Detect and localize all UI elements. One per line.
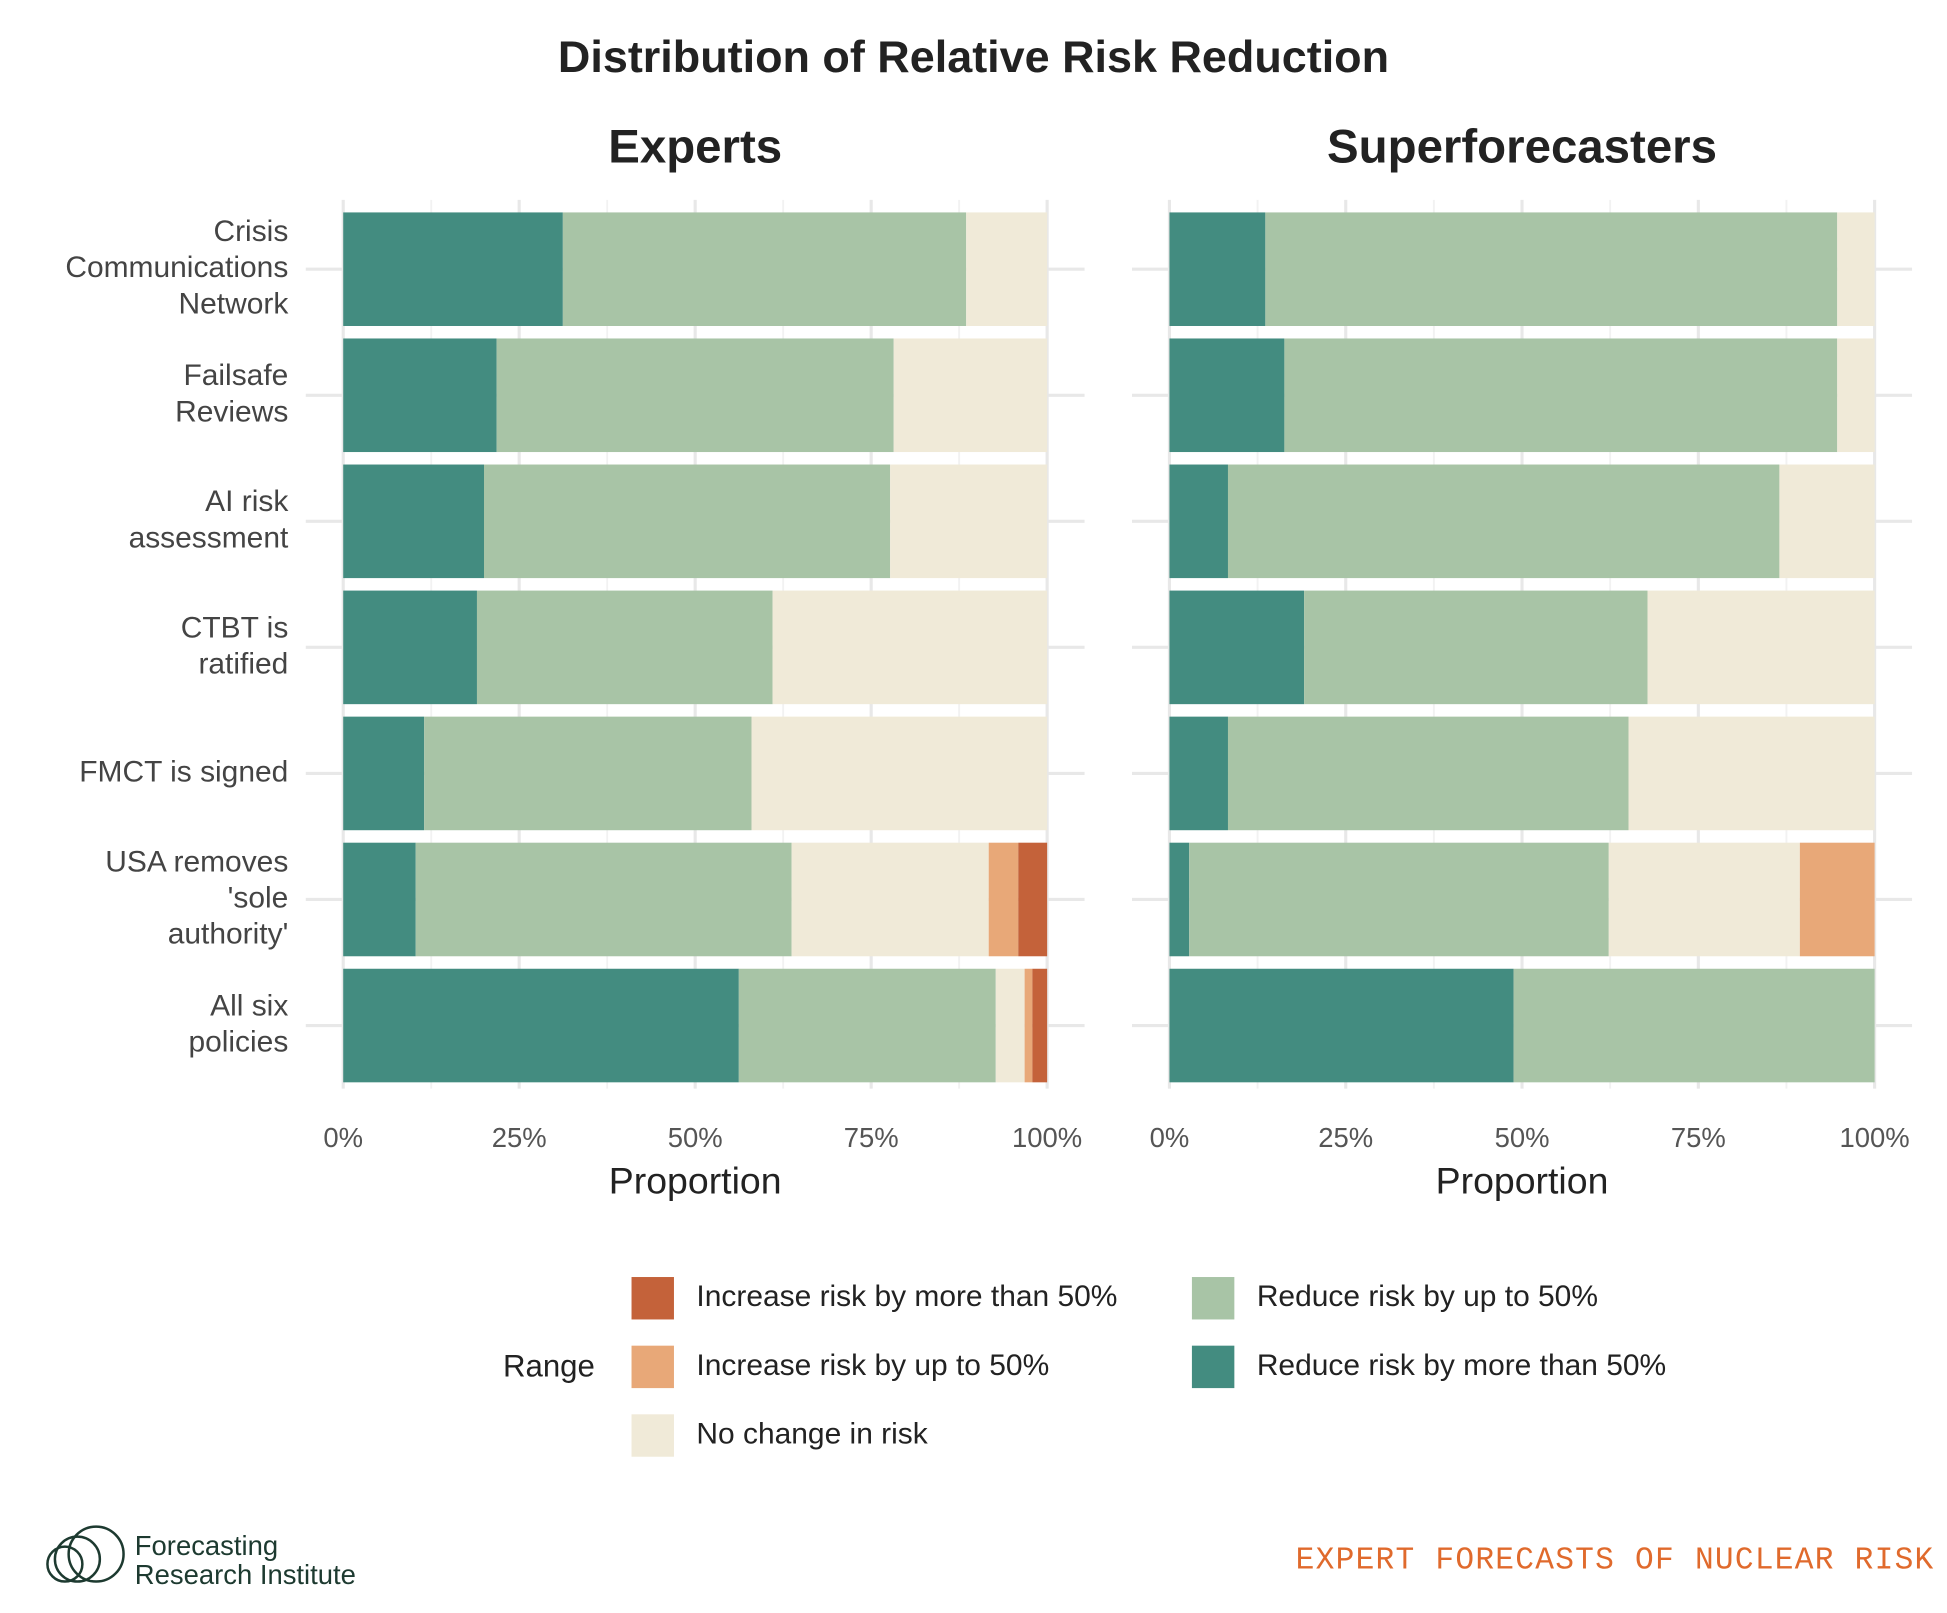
bar-segment xyxy=(1032,968,1048,1083)
bar-segment xyxy=(1169,842,1190,957)
bar-segment xyxy=(1837,212,1875,326)
bar-segment xyxy=(343,842,416,957)
legend-label: No change in risk xyxy=(696,1417,928,1450)
bar-segment xyxy=(343,464,485,579)
logo-text: Research Institute xyxy=(135,1559,356,1590)
y-tick-label: Crisis Communications Network xyxy=(65,215,289,320)
bar-segment xyxy=(1024,968,1033,1083)
tagline: EXPERT FORECASTS OF NUCLEAR RISK xyxy=(1296,1544,1935,1579)
legend-swatch xyxy=(631,1277,674,1320)
x-tick-label: 50% xyxy=(668,1122,723,1153)
bar-segment xyxy=(1227,464,1780,579)
bar-segment xyxy=(1265,212,1838,326)
bar-segment xyxy=(791,842,989,957)
x-tick-label: 50% xyxy=(1495,1122,1550,1153)
logo xyxy=(46,1525,125,1583)
legend-swatch xyxy=(631,1345,674,1389)
bar-segment xyxy=(343,212,563,326)
y-tick-label: CTBT is ratified xyxy=(181,611,289,680)
bar-segment xyxy=(772,590,1048,705)
bar-segment xyxy=(1284,338,1838,453)
legend-label: Reduce risk by up to 50% xyxy=(1257,1280,1598,1313)
legend-label: Increase risk by up to 50% xyxy=(696,1349,1049,1382)
bar-segment xyxy=(1799,842,1875,957)
x-axis-label: Proportion xyxy=(1436,1159,1609,1201)
bar-segment xyxy=(1837,338,1875,453)
bar-segment xyxy=(988,842,1019,957)
bar-segment xyxy=(1779,464,1875,579)
bar-segment xyxy=(1169,590,1305,705)
x-tick-label: 100% xyxy=(1012,1122,1082,1153)
bar-segment xyxy=(496,338,894,453)
x-tick-label: 75% xyxy=(844,1122,899,1153)
x-axis-label: Proportion xyxy=(609,1159,782,1201)
y-tick-label: Failsafe Reviews xyxy=(175,359,288,428)
bar-segment xyxy=(1169,968,1514,1083)
y-tick-label: All six policies xyxy=(188,989,288,1058)
bar-segment xyxy=(1189,842,1609,957)
legend-title: Range xyxy=(503,1348,595,1383)
bar-segment xyxy=(1513,968,1875,1083)
x-tick-label: 25% xyxy=(492,1122,547,1153)
y-tick-label: USA removes'sole authority' xyxy=(105,845,288,950)
x-tick-label: 25% xyxy=(1318,1122,1373,1153)
bar-segment xyxy=(751,716,1048,831)
bar-segment xyxy=(893,338,1048,453)
bar-segment xyxy=(738,968,996,1083)
bar-segment xyxy=(343,590,477,705)
bar-segment xyxy=(343,338,497,453)
x-tick-label: 75% xyxy=(1671,1122,1726,1153)
bar-segment xyxy=(1169,212,1266,326)
bar-segment xyxy=(1169,338,1285,453)
bar-segment xyxy=(1169,464,1228,579)
bar-segment xyxy=(890,464,1048,579)
y-tick-label: AI risk assessment xyxy=(129,485,290,554)
bar-segment xyxy=(424,716,752,831)
bar-segment xyxy=(343,968,739,1083)
bar-segment xyxy=(415,842,792,957)
y-tick-label: FMCT is signed xyxy=(79,755,288,788)
bar-segment xyxy=(484,464,891,579)
panel-title: Experts xyxy=(608,121,782,174)
bar-segment xyxy=(1628,716,1875,831)
bar-segment xyxy=(1647,590,1875,705)
legend-swatch xyxy=(631,1414,674,1457)
legend-label: Reduce risk by more than 50% xyxy=(1257,1349,1666,1382)
bar-segment xyxy=(1227,716,1629,831)
logo-text: Forecasting xyxy=(135,1530,278,1561)
bar-segment xyxy=(995,968,1025,1083)
bar-segment xyxy=(966,212,1048,326)
bar-segment xyxy=(1304,590,1648,705)
bar-segment xyxy=(1608,842,1800,957)
bar-segment xyxy=(343,716,425,831)
legend-label: Increase risk by more than 50% xyxy=(696,1280,1117,1313)
bar-segment xyxy=(1018,842,1048,957)
x-tick-label: 0% xyxy=(323,1122,363,1153)
bar-segment xyxy=(1169,716,1228,831)
panel-title: Superforecasters xyxy=(1327,121,1717,174)
bar-segment xyxy=(562,212,967,326)
legend-swatch xyxy=(1191,1345,1235,1389)
x-tick-label: 0% xyxy=(1150,1122,1190,1153)
chart-title: Distribution of Relative Risk Reduction xyxy=(558,31,1389,82)
legend-swatch xyxy=(1191,1277,1235,1320)
bar-segment xyxy=(476,590,773,705)
x-tick-label: 100% xyxy=(1840,1122,1910,1153)
